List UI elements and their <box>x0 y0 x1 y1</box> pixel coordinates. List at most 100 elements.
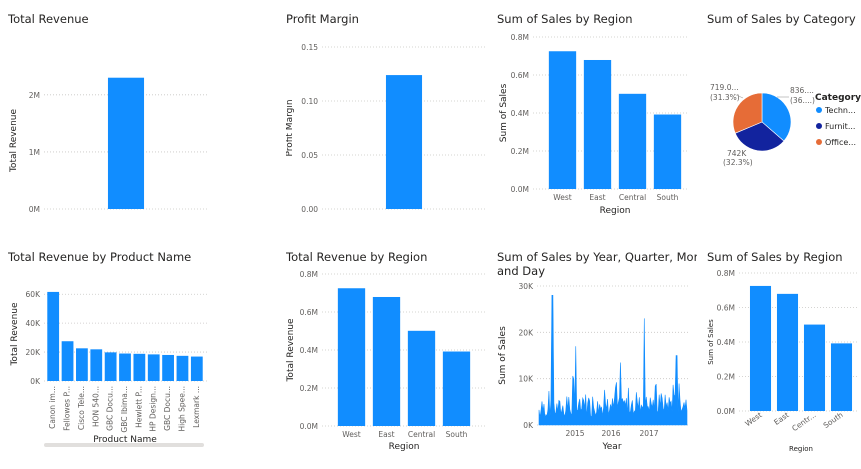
x-axis-label: Product Name <box>93 435 157 445</box>
total-revenue-card[interactable]: Total Revenue 0M 1M 2M Total Revenue <box>8 12 213 217</box>
slice-label: (31.3%) <box>710 93 740 102</box>
legend-label: Furnit... <box>825 122 855 131</box>
x-tick-label: High Spee... <box>177 386 186 432</box>
x-tick-label: West <box>743 410 763 428</box>
y-tick-label: 0.2M <box>717 373 735 382</box>
sales-area-series <box>538 294 688 426</box>
x-tick-label: GBC Ibimа... <box>120 386 129 433</box>
x-tick-label: Central <box>619 193 646 202</box>
sales-by-region-2-chart[interactable]: 0.0M 0.2M 0.4M 0.6M 0.8M Sum of Sales West East… <box>707 250 861 469</box>
bar <box>618 93 647 189</box>
y-tick-label: 0.8M <box>717 269 735 278</box>
sales-by-category-card[interactable]: Sum of Sales by Category 836.... (36....)… <box>707 12 861 217</box>
x-tick-label: Lexmark ... <box>192 386 201 428</box>
legend-label: Office... <box>825 138 856 147</box>
sales-over-time-title-line1: Sum of Sales by Year, Quarter, Month <box>497 250 697 264</box>
sales-by-region-card-2[interactable]: Sum of Sales by Region 0.0M 0.2M 0.4M 0.6M 0… <box>707 250 861 469</box>
y-tick-label: 0.0M <box>300 422 318 431</box>
bar <box>442 351 471 426</box>
profit-margin-chart[interactable]: 0.00 0.05 0.10 0.15 Profit Margin <box>286 12 491 217</box>
y-tick-label: 0.8M <box>300 270 318 279</box>
y-tick-label: 0.4M <box>717 338 735 347</box>
x-axis-label: Region <box>389 442 420 452</box>
x-tick-label: 2016 <box>601 429 620 438</box>
sales-by-region-title: Sum of Sales by Region <box>497 12 633 26</box>
y-axis-label: Total Revenue <box>10 302 20 367</box>
y-axis-label: Total Revenue <box>9 109 19 174</box>
legend-title: Category <box>815 93 861 103</box>
bar <box>337 288 366 426</box>
bar <box>749 285 772 411</box>
revenue-by-region-title: Total Revenue by Region <box>286 250 428 264</box>
y-tick-label: 40K <box>26 319 42 328</box>
bar <box>407 330 436 426</box>
total-revenue-chart[interactable]: 0M 1M 2M Total Revenue <box>8 12 213 217</box>
bar <box>190 356 203 381</box>
y-tick-label: 20K <box>26 348 42 357</box>
y-tick-label: 0.0M <box>511 185 529 194</box>
pie-slice <box>734 121 785 152</box>
sales-over-time-chart[interactable]: 0K 10K 20K 30K Sum of Sales 2015 2016 2017 Year <box>497 250 697 469</box>
y-tick-label: 0.8M <box>511 33 529 42</box>
pie-slice <box>761 92 792 142</box>
x-axis-label: Region <box>789 445 813 453</box>
y-tick-label: 20K <box>519 328 535 337</box>
slice-label: 719.0... <box>710 83 739 92</box>
legend-label: Techn... <box>824 106 856 115</box>
profit-margin-title: Profit Margin <box>286 12 359 26</box>
y-tick-label: 0K <box>523 421 534 430</box>
sales-by-region-2-title: Sum of Sales by Region <box>707 250 843 264</box>
y-tick-label: 0.05 <box>301 151 318 160</box>
x-tick-label: South <box>822 410 845 430</box>
revenue-by-region-card[interactable]: Total Revenue by Region 0.0M 0.2M 0.4M 0.6M… <box>286 250 491 469</box>
x-tick-label: South <box>446 430 468 439</box>
x-axis-label: Year <box>601 442 621 452</box>
x-tick-label: Canon im... <box>48 386 57 429</box>
bar <box>162 354 174 381</box>
horizontal-scrollbar[interactable] <box>44 443 204 447</box>
x-tick-label: West <box>342 430 360 439</box>
x-tick-label: GBC Docu... <box>106 386 115 431</box>
bar <box>548 51 577 189</box>
x-tick-label: 2017 <box>639 429 658 438</box>
y-tick-label: 0.15 <box>301 43 318 52</box>
y-tick-label: 0.4M <box>300 346 318 355</box>
total-revenue-title: Total Revenue <box>8 12 89 26</box>
bar <box>47 291 60 381</box>
y-tick-label: 0.2M <box>300 384 318 393</box>
bar <box>385 75 423 209</box>
y-axis-label: Sum of Sales <box>498 326 508 385</box>
x-tick-label: Central <box>408 430 435 439</box>
revenue-by-product-card[interactable]: Total Revenue by Product Name 0K 20K 40K 60… <box>8 250 213 469</box>
bar <box>133 353 146 381</box>
bar <box>176 355 189 381</box>
slice-label: 742K <box>727 149 747 158</box>
sales-by-region-card[interactable]: Sum of Sales by Region 0.0M 0.2M 0.4M 0.6M 0… <box>497 12 697 227</box>
x-tick-label: Hewlett P... <box>134 386 143 428</box>
sales-over-time-card[interactable]: Sum of Sales by Year, Quarter, Month and… <box>497 250 697 469</box>
profit-margin-card[interactable]: Profit Margin 0.00 0.05 0.10 0.15 Profit Mar… <box>286 12 491 217</box>
revenue-by-region-chart[interactable]: 0.0M 0.2M 0.4M 0.6M 0.8M Total Revenue West Eas… <box>286 250 491 469</box>
legend-marker <box>816 139 822 145</box>
y-tick-label: 0.6M <box>300 308 318 317</box>
bar <box>104 352 117 381</box>
x-tick-label: West <box>553 193 571 202</box>
bar <box>76 348 88 381</box>
y-tick-label: 0K <box>30 377 41 386</box>
x-tick-label: Cisco Tele... <box>77 386 86 430</box>
sales-by-region-chart[interactable]: 0.0M 0.2M 0.4M 0.6M 0.8M Sum of Sales West East… <box>497 12 697 227</box>
x-tick-label: 2015 <box>565 429 584 438</box>
slice-label: (36....) <box>790 96 815 105</box>
bar <box>61 341 74 381</box>
y-axis-label: Total Revenue <box>286 318 296 383</box>
y-tick-label: 2M <box>29 91 40 100</box>
pie-slice <box>732 92 763 134</box>
bar <box>119 353 131 381</box>
x-tick-label: GBC Docu... <box>163 386 172 431</box>
sales-by-category-pie[interactable]: 836....(36....) 742K(32.3%) 719.0...(31.3%… <box>707 12 861 217</box>
y-tick-label: 10K <box>519 375 535 384</box>
bar <box>830 343 853 411</box>
revenue-by-product-chart[interactable]: 0K 20K 40K 60K Total Revenue Canon im... Fello… <box>8 250 213 469</box>
y-tick-label: 30K <box>519 282 535 291</box>
bar <box>147 354 160 381</box>
